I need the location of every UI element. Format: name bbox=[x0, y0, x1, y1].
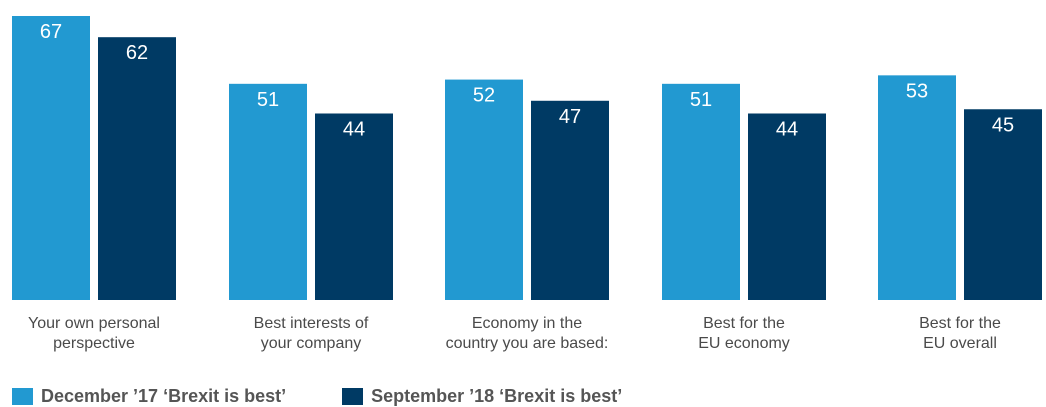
bar-value-label-sep18-1: 44 bbox=[343, 118, 365, 140]
legend-item-september-18: September ’18 ‘Brexit is best’ bbox=[342, 386, 622, 407]
category-label-0-line-1: perspective bbox=[53, 335, 135, 352]
legend-swatch-september-18 bbox=[342, 388, 364, 405]
bar-value-label-dec17-1: 51 bbox=[257, 89, 279, 111]
legend-label-september-18: September ’18 ‘Brexit is best’ bbox=[371, 386, 623, 406]
category-label-4-line-1: EU overall bbox=[923, 335, 997, 352]
bar-sep18-1 bbox=[315, 113, 393, 300]
legend-label-december-17: December ’17 ‘Brexit is best’ bbox=[41, 386, 287, 406]
category-label-2-line-0: Economy in the bbox=[472, 315, 582, 332]
bar-sep18-2 bbox=[531, 100, 609, 300]
bar-sep18-0 bbox=[98, 37, 176, 300]
bar-value-label-dec17-4: 53 bbox=[906, 80, 928, 102]
bar-dec17-0 bbox=[12, 16, 90, 300]
bar-value-label-sep18-2: 47 bbox=[559, 106, 581, 128]
bar-dec17-3 bbox=[662, 83, 740, 300]
category-label-1-line-0: Best interests of bbox=[254, 315, 369, 332]
category-label-3-line-1: EU economy bbox=[698, 335, 790, 352]
bar-value-label-sep18-4: 45 bbox=[992, 114, 1014, 136]
legend: December ’17 ‘Brexit is best’ September … bbox=[12, 386, 678, 407]
bar-dec17-4 bbox=[878, 75, 956, 300]
category-label-0-line-0: Your own personal bbox=[28, 315, 160, 332]
category-label-2-line-1: country you are based: bbox=[446, 335, 609, 352]
bar-chart: 67 62 Your own personal perspective 51 44 Best… bbox=[12, 16, 1042, 352]
category-label-3-line-0: Best for the bbox=[703, 315, 785, 332]
category-label-4-line-0: Best for the bbox=[919, 315, 1001, 332]
bar-value-label-sep18-3: 44 bbox=[776, 118, 798, 140]
bar-value-label-dec17-0: 67 bbox=[40, 21, 62, 43]
bar-dec17-2 bbox=[445, 79, 523, 300]
legend-item-december-17: December ’17 ‘Brexit is best’ bbox=[12, 386, 286, 407]
category-label-1-line-1: your company bbox=[261, 335, 362, 352]
bar-sep18-4 bbox=[964, 109, 1042, 301]
bar-value-label-sep18-0: 62 bbox=[126, 42, 148, 64]
bar-value-label-dec17-2: 52 bbox=[473, 85, 495, 107]
bar-value-label-dec17-3: 51 bbox=[690, 89, 712, 111]
bar-dec17-1 bbox=[229, 83, 307, 300]
legend-swatch-december-17 bbox=[12, 388, 33, 405]
bar-sep18-3 bbox=[748, 113, 826, 300]
